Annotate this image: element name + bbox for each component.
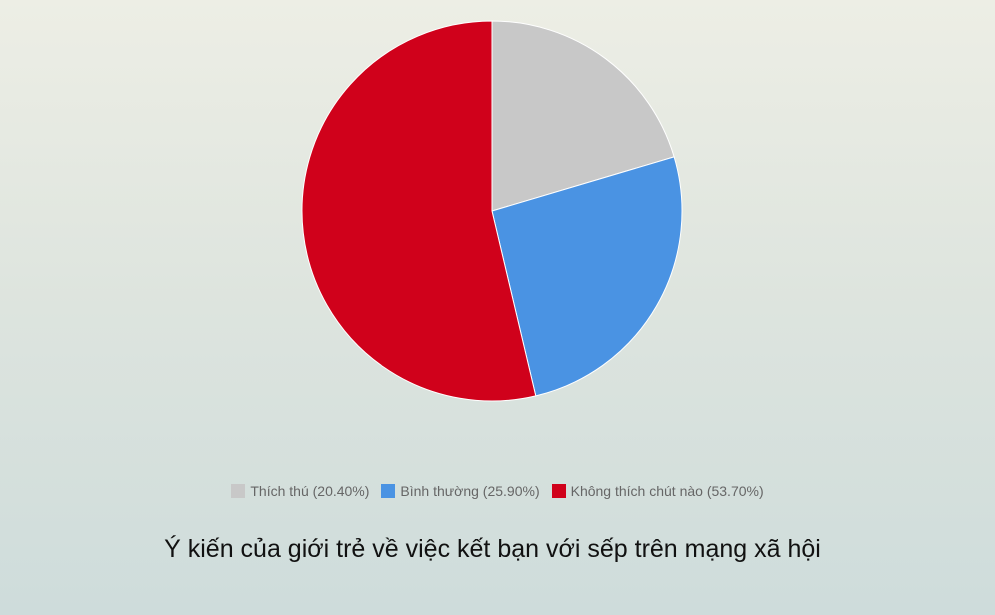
legend-item-khong-thich[interactable]: Không thích chút nào (53.70%) — [551, 483, 764, 499]
legend-swatch — [381, 484, 396, 498]
legend: Thích thú (20.40%) Bình thường (25.90%) … — [0, 483, 995, 499]
chart-title: Ý kiến của giới trẻ về việc kết bạn với … — [164, 535, 821, 563]
pie-slice-0[interactable] — [491, 20, 675, 212]
legend-label: Thích thú (20.40%) — [250, 483, 370, 499]
legend-label: Bình thường (25.90%) — [400, 483, 540, 499]
pie-slice-1[interactable] — [491, 156, 683, 397]
pie-slice-2[interactable] — [301, 20, 537, 402]
legend-label: Không thích chút nào (53.70%) — [570, 483, 764, 499]
pie-chart — [301, 20, 683, 402]
legend-item-binh-thuong[interactable]: Bình thường (25.90%) — [381, 483, 540, 499]
legend-swatch — [231, 484, 246, 498]
legend-item-thich-thu[interactable]: Thích thú (20.40%) — [231, 483, 369, 499]
legend-swatch — [551, 484, 566, 498]
